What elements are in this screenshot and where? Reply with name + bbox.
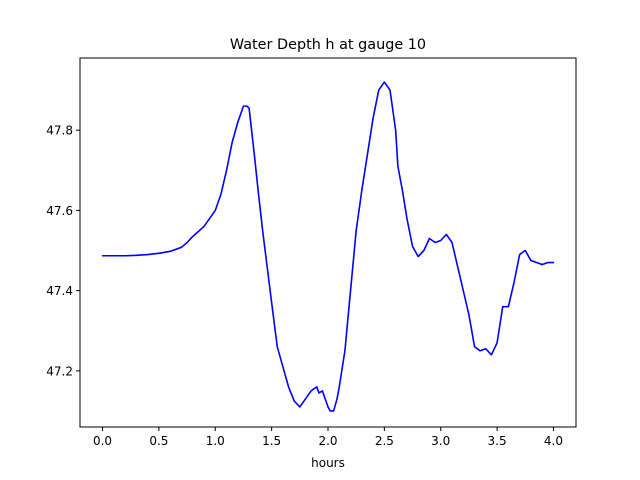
x-tick-label: 3.5 [488,434,507,448]
x-tick-label: 0.5 [149,434,168,448]
y-tick-label: 47.2 [46,364,73,378]
x-axis-label: hours [311,456,345,470]
y-tick-label: 47.8 [46,124,73,138]
x-tick-label: 3.0 [431,434,450,448]
x-tick-label: 0.0 [93,434,112,448]
x-tick-label: 4.0 [544,434,563,448]
x-tick-label: 1.0 [206,434,225,448]
x-axis: 0.0 0.5 1.0 1.5 2.0 2.5 3.0 3.5 4.0 [93,427,563,448]
series-layer [101,81,555,412]
x-tick-label: 2.0 [318,434,337,448]
x-tick-label: 1.5 [262,434,281,448]
chart-title: Water Depth h at gauge 10 [230,37,426,53]
series-line [101,81,555,412]
plot-area [79,57,577,428]
y-tick-label: 47.4 [46,284,73,298]
y-axis: 47.2 47.4 47.6 47.8 [46,124,80,378]
y-tick-label: 47.6 [46,204,73,218]
x-tick-label: 2.5 [375,434,394,448]
